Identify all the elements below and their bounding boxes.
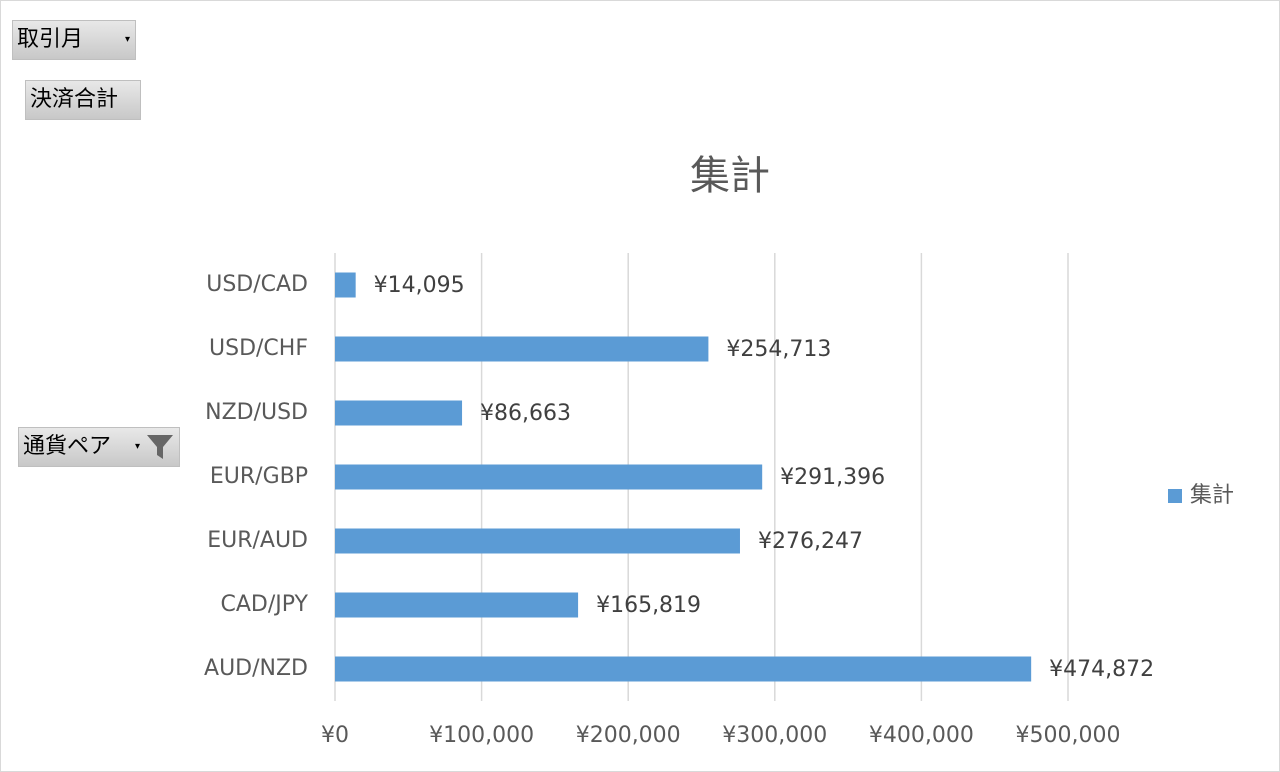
y-tick-label: USD/CHF [209,336,308,361]
bar [335,272,356,298]
y-tick-label: EUR/GBP [210,464,308,489]
y-tick-label: EUR/AUD [207,528,308,553]
x-tick-label: ¥0 [321,723,349,748]
legend-swatch [1168,489,1182,503]
x-tick-label: ¥300,000 [722,723,827,748]
y-tick-label: CAD/JPY [221,592,309,617]
button-label: 通貨ペア [23,434,112,459]
bar [335,400,463,426]
dropdown-arrow: ▾ [135,441,141,452]
legend-label: 集計 [1190,483,1234,508]
value-label: ¥254,713 [726,337,831,362]
bar [335,656,1032,682]
y-tick-label: USD/CAD [206,272,308,297]
value-label: ¥276,247 [758,529,863,554]
button-label: 決済合計 [30,87,119,112]
value-label: ¥14,095 [374,273,465,298]
x-tick-label: ¥400,000 [869,723,974,748]
y-tick-label: NZD/USD [205,400,308,425]
pair-filter-button[interactable]: 通貨ペア ▾ [18,427,180,467]
bar [335,336,709,362]
button-label: 取引月 [17,27,84,52]
total-field-button[interactable]: 決済合計 [25,80,141,120]
bar [335,464,763,490]
value-label: ¥165,819 [596,593,701,618]
value-label: ¥474,872 [1049,657,1154,682]
y-tick-label: AUD/NZD [204,656,308,681]
dropdown-arrow: ▾ [125,34,131,45]
x-tick-label: ¥200,000 [576,723,681,748]
bar [335,592,579,618]
chart-title: 集計 [690,153,770,199]
value-label: ¥86,663 [480,401,571,426]
filter-icon [147,435,173,459]
month-filter-button[interactable]: 取引月 ▾ [12,20,136,60]
value-label: ¥291,396 [780,465,885,490]
x-tick-label: ¥100,000 [429,723,534,748]
bar [335,528,740,554]
x-tick-label: ¥500,000 [1016,723,1121,748]
